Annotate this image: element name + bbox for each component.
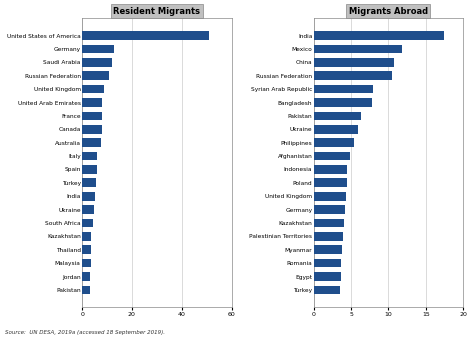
Bar [314, 71, 392, 80]
Bar [314, 219, 344, 227]
Bar [314, 85, 374, 93]
Bar [314, 272, 341, 281]
Bar [314, 44, 402, 53]
Bar [82, 165, 97, 174]
Bar [314, 205, 345, 214]
Bar [314, 192, 346, 201]
Bar [82, 179, 96, 187]
Bar [82, 112, 102, 120]
Bar [314, 112, 361, 120]
Bar [82, 138, 101, 147]
Bar [314, 58, 393, 67]
Bar [314, 125, 358, 134]
Bar [314, 98, 372, 107]
Bar [314, 259, 341, 268]
Bar [82, 58, 112, 67]
Bar [82, 205, 94, 214]
Bar [314, 152, 349, 160]
Bar [314, 285, 340, 294]
Bar [314, 31, 445, 40]
Bar [314, 179, 346, 187]
Bar [82, 44, 114, 53]
Bar [82, 125, 101, 134]
Bar [82, 152, 97, 160]
Bar [82, 98, 102, 107]
Text: Source:  UN DESA, 2019a (accessed 18 September 2019).: Source: UN DESA, 2019a (accessed 18 Sept… [5, 330, 165, 335]
Bar [82, 31, 209, 40]
Bar [82, 219, 92, 227]
Bar [82, 85, 104, 93]
Bar [82, 192, 95, 201]
Bar [314, 165, 347, 174]
Bar [314, 138, 354, 147]
Bar [82, 245, 91, 254]
Bar [82, 285, 90, 294]
Title: Resident Migrants: Resident Migrants [113, 7, 201, 16]
Bar [314, 245, 342, 254]
Bar [314, 232, 343, 241]
Bar [82, 272, 90, 281]
Bar [82, 232, 91, 241]
Title: Migrants Abroad: Migrants Abroad [349, 7, 428, 16]
Bar [82, 71, 109, 80]
Bar [82, 259, 91, 268]
